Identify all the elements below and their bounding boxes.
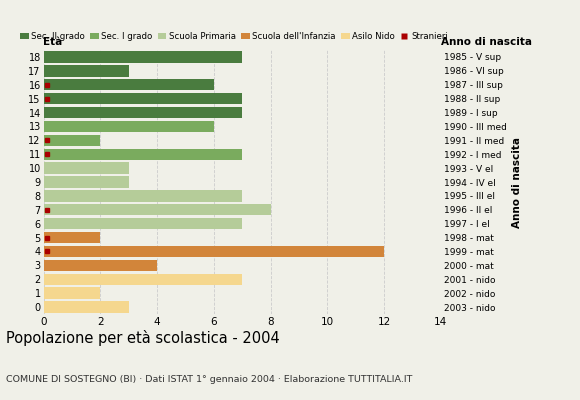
Bar: [44, 204, 270, 216]
Bar: [44, 301, 129, 313]
Text: Anno di nascita: Anno di nascita: [441, 37, 532, 47]
Bar: [44, 176, 129, 188]
Bar: [44, 288, 100, 299]
Bar: [44, 135, 100, 146]
Bar: [44, 274, 242, 285]
Bar: [44, 93, 242, 104]
Bar: [44, 260, 157, 271]
Bar: [44, 107, 242, 118]
Text: Popolazione per età scolastica - 2004: Popolazione per età scolastica - 2004: [6, 330, 280, 346]
Bar: [44, 121, 214, 132]
Bar: [44, 232, 100, 243]
Bar: [44, 148, 242, 160]
Bar: [44, 162, 129, 174]
Bar: [44, 246, 384, 257]
Bar: [44, 51, 242, 63]
Text: Età: Età: [44, 37, 63, 47]
Y-axis label: Anno di nascita: Anno di nascita: [512, 136, 522, 228]
Text: COMUNE DI SOSTEGNO (BI) · Dati ISTAT 1° gennaio 2004 · Elaborazione TUTTITALIA.I: COMUNE DI SOSTEGNO (BI) · Dati ISTAT 1° …: [6, 375, 412, 384]
Bar: [44, 190, 242, 202]
Bar: [44, 65, 129, 76]
Legend: Sec. II grado, Sec. I grado, Scuola Primaria, Scuola dell'Infanzia, Asilo Nido, : Sec. II grado, Sec. I grado, Scuola Prim…: [20, 32, 448, 41]
Bar: [44, 218, 242, 229]
Bar: [44, 79, 214, 90]
